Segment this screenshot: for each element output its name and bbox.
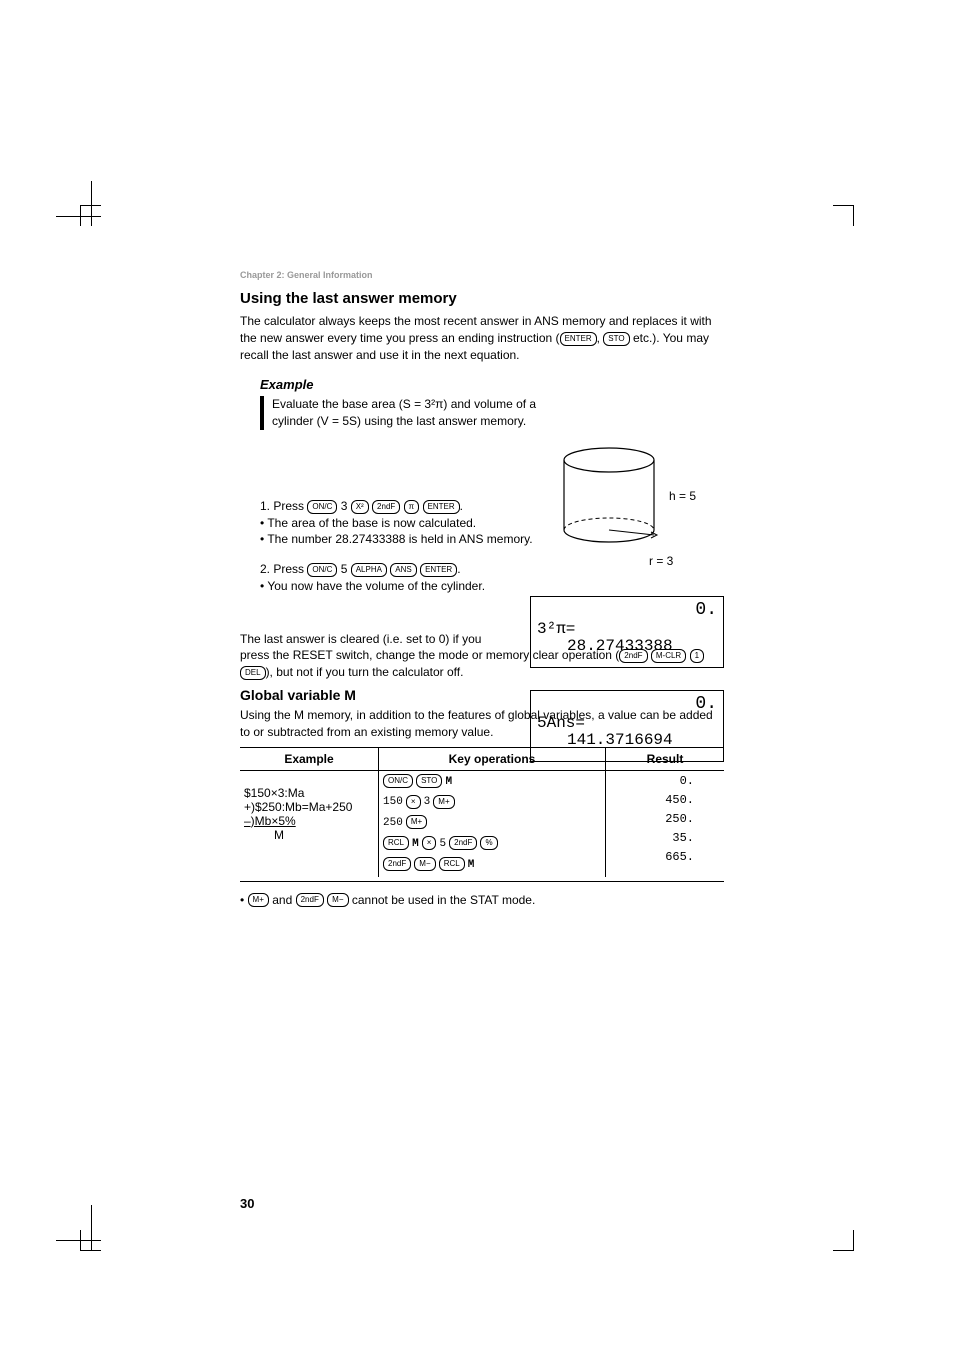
key-alpha: ALPHA [351,563,387,577]
keyops-cell: ON/C STO M 150 × 3 M+ 250 M+ RCL M × 5 2… [379,770,606,876]
ans-intro: The calculator always keeps the most rec… [240,313,724,363]
key-onc: ON/C [307,563,337,577]
lcd-screen-1: 0. 3²π= 28.27433388 [530,596,724,668]
key-enter: ENTER [560,332,597,346]
key-ans: ANS [390,563,416,577]
section-heading-ans: Using the last answer memory [240,290,724,307]
chapter-header: Chapter 2: General Information [240,270,724,280]
svg-text:r = 3: r = 3 [649,554,674,568]
key-2ndf: 2ndF [296,893,324,907]
key-pi: π [404,500,420,514]
key-enter: ENTER [423,500,460,514]
page-content: Chapter 2: General Information Using the… [0,0,954,908]
stat-note: • M+ and 2ndF M− cannot be used in the S… [240,892,724,909]
result-cell: 0.450.250.35.665. [606,770,725,876]
example-table: ExampleKey operationsResult $150×3:Ma +)… [240,747,724,882]
key-enter: ENTER [420,563,457,577]
th-example: Example [240,747,379,770]
crop-mark [80,1230,101,1251]
example-heading: Example [260,377,724,392]
step-1-note-2: • The number 28.27433388 is held in ANS … [260,532,540,546]
cylinder-diagram: h = 5 r = 3 [539,440,729,570]
key-sto: STO [603,332,629,346]
key-x2: X² [351,500,369,514]
page-number: 30 [240,1196,254,1211]
key-onc: ON/C [307,500,337,514]
key-2ndf: 2ndF [372,500,400,514]
key-mplus: M+ [248,893,269,907]
example-body: Evaluate the base area (S = 3²π) and vol… [260,396,542,430]
key-del: DEL [240,666,266,680]
crop-mark [80,205,101,226]
crop-mark [833,1230,854,1251]
lcd-screen-2: 0. 5Ans= 141.3716694 [530,690,724,762]
example-cell: $150×3:Ma +)$250:Mb=Ma+250 –)Mb×5% M [240,770,379,876]
crop-mark [833,205,854,226]
step-2-note-1: • You now have the volume of the cylinde… [260,579,510,593]
key-mminus: M− [327,893,348,907]
svg-text:h = 5: h = 5 [669,489,696,503]
